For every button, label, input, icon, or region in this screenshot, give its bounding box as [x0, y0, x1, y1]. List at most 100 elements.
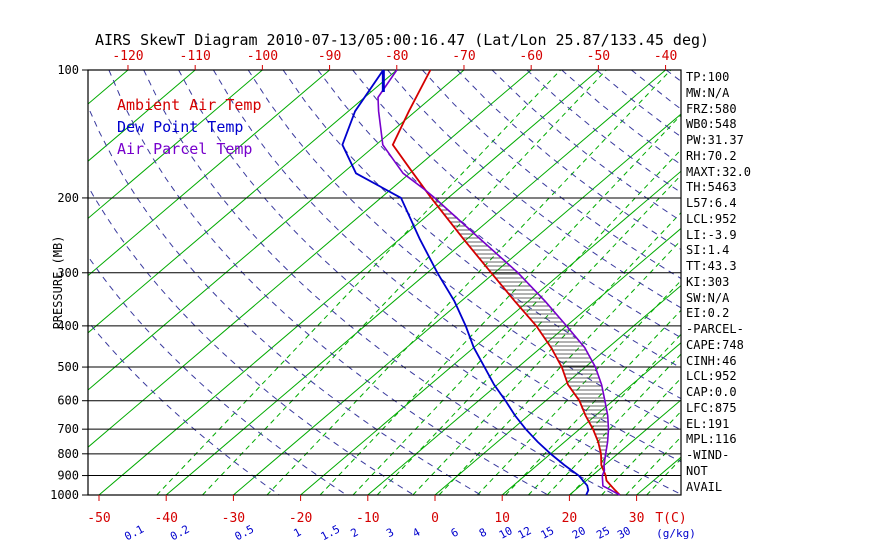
top-temp-label: -50 [587, 49, 610, 64]
air-parcel-temp-curve [377, 69, 621, 496]
ambient-air-temp-curve [391, 69, 621, 496]
isotherm-line [88, 70, 330, 277]
isotherm-line [88, 70, 196, 162]
stat-line-20: CAP:0.0 [686, 385, 737, 399]
isotherm-line [88, 70, 532, 448]
bottom-temp-label: 0 [431, 511, 439, 526]
isotherm-line [636, 456, 681, 495]
stat-line-8: L57:6.4 [686, 196, 737, 210]
stat-line-7: TH:5463 [686, 180, 737, 195]
mixing-ratio-unit: (g/kg) [656, 527, 696, 540]
isotherm-line [569, 399, 681, 495]
top-temp-label: -80 [385, 49, 408, 64]
bottom-temp-label: -10 [356, 511, 379, 526]
legend-air-parcel-temp: Air Parcel Temp [117, 140, 253, 158]
mixing-ratio-line [266, 70, 672, 495]
bottom-temp-label: -30 [222, 511, 245, 526]
legend-dew-point-temp: Dew Point Temp [117, 118, 244, 136]
dry-adiabat-line [143, 70, 616, 495]
pressure-axis-title: PRESSURE (MB) [51, 236, 65, 330]
stat-line-3: WB0:548 [686, 117, 737, 132]
top-temp-label: -120 [112, 49, 143, 64]
isotherm-line [233, 113, 681, 495]
top-temperature-axis: -120 -110 -100 -90 -80 -70 -60 -50 -40 [112, 49, 677, 70]
stat-line-19: LCL:952 [686, 369, 737, 384]
bottom-temp-label: -50 [87, 511, 110, 526]
mixing-ratio-label: 8 [477, 526, 489, 541]
mixing-ratio-label: 25 [594, 524, 612, 542]
stat-line-23: MPL:116 [686, 432, 737, 447]
top-temp-label: -40 [654, 49, 677, 64]
bottom-temperature-axis: -50 -40 -30 -20 -10 0 10 20 30 T(C) [87, 495, 687, 526]
chart-title: AIRS SkewT Diagram 2010-07-13/05:00:16.4… [94, 31, 710, 49]
mixing-ratio-label: 20 [570, 524, 588, 542]
dry-adiabat-line [456, 70, 681, 251]
dry-adiabat-line [212, 70, 681, 463]
top-temp-label: -100 [247, 49, 278, 64]
pressure-tick-label: 400 [57, 319, 79, 333]
dry-adiabat-line [247, 70, 681, 431]
pressure-tick-label: 100 [57, 63, 79, 77]
top-temp-label: -90 [318, 49, 341, 64]
stat-line-13: KI:303 [686, 274, 730, 289]
bottom-temp-label: -20 [289, 511, 312, 526]
bottom-temp-label: 10 [494, 511, 510, 526]
stat-line-5: RH:70.2 [686, 148, 737, 163]
mixing-ratio-line [319, 114, 681, 495]
pressure-tick-label: 900 [57, 469, 79, 483]
isotherm-line [88, 70, 263, 220]
pressure-tick-label: 700 [57, 422, 79, 436]
isotherm-line [367, 227, 681, 495]
dry-adiabat-line [387, 70, 681, 309]
dry-adiabat-line [88, 320, 280, 495]
stat-line-26: AVAIL [686, 479, 723, 494]
mixing-ratio-line [646, 458, 681, 495]
stat-line-0: TP:100 [686, 70, 730, 84]
stat-line-6: MAXT:32.0 [686, 164, 752, 179]
pressure-tick-label: 800 [57, 447, 79, 461]
stat-line-22: EL:191 [686, 416, 730, 431]
stat-line-2: FRZ:580 [686, 101, 737, 116]
mixing-ratio-line [412, 211, 681, 495]
dry-adiabat-line [178, 70, 681, 495]
isotherm-line [165, 70, 666, 495]
mixing-ratio-label: 3 [384, 526, 396, 541]
stat-line-9: LCL:952 [686, 211, 737, 226]
stat-line-4: PW:31.37 [686, 133, 744, 147]
stat-line-10: LI:-3.9 [686, 227, 737, 242]
mixing-ratio-label: 6 [449, 526, 461, 541]
stat-line-24: -WIND- [686, 448, 730, 462]
mixing-ratio-label: 12 [516, 524, 534, 542]
isotherm-line [300, 170, 681, 495]
isotherm-line [88, 70, 465, 391]
isotherm-line [434, 284, 681, 495]
legend-ambient-air-temp: Ambient Air Temp [117, 96, 262, 114]
mixing-ratio-label: 15 [539, 524, 557, 542]
mixing-ratio-label: 1.5 [319, 523, 343, 544]
stat-line-14: SW:N/A [686, 290, 730, 305]
isotherm-line [88, 70, 398, 334]
stat-line-1: MW:N/A [686, 85, 730, 100]
stat-line-15: EI:0.2 [686, 306, 730, 321]
mixing-ratio-line [202, 70, 607, 495]
dew-point-temp-curve [341, 69, 590, 496]
stats-panel: TP:100 MW:N/A FRZ:580 WB0:548 PW:31.37 RH:70.… [686, 70, 751, 495]
dry-adiabat-line [88, 105, 482, 495]
mixing-ratio-label: 4 [410, 525, 422, 540]
pressure-tick-label: 600 [57, 394, 79, 408]
bottom-temp-label: 30 [629, 511, 645, 526]
dry-adiabat-line [88, 255, 347, 495]
mixing-ratio-label: 10 [497, 524, 515, 542]
pressure-tick-label: 300 [57, 266, 79, 280]
stat-line-11: SI:1.4 [686, 243, 730, 258]
stat-line-12: TT:43.3 [686, 259, 737, 273]
bottom-temp-label: -40 [154, 511, 177, 526]
cape-hatch-area [428, 193, 609, 471]
dry-adiabat-line [88, 185, 415, 495]
stat-line-21: LFC:875 [686, 400, 737, 415]
mixing-ratio-axis: 0.1 0.2 0.5 1 1.5 2 3 4 6 8 10 12 15 20 25 30 (g/kg) [122, 523, 696, 544]
stat-line-17: CAPE:748 [686, 337, 744, 352]
mixing-ratio-label: 2 [349, 526, 361, 541]
